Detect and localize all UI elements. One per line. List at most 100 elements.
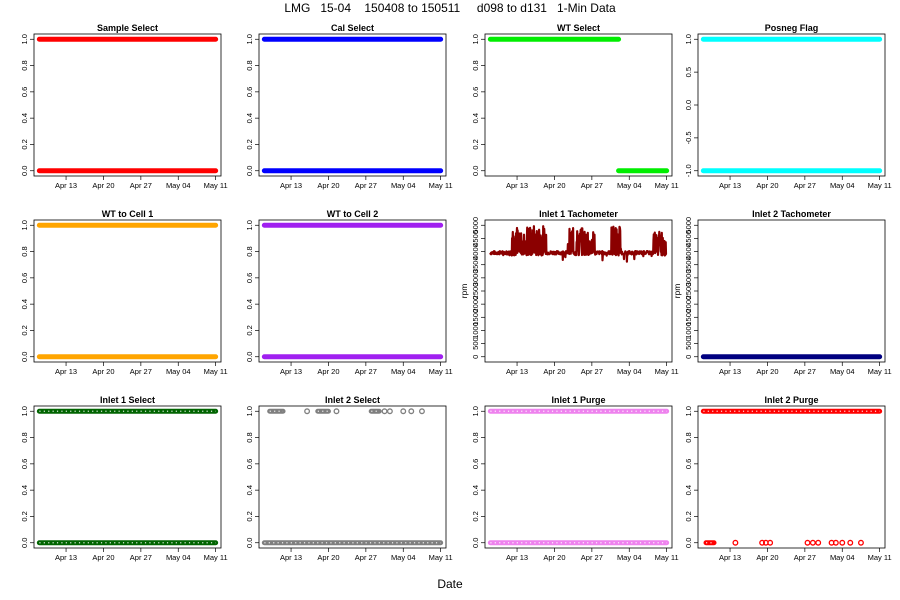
y-tick-label: 0.4 — [245, 113, 254, 123]
y-tick-label: 2000 — [471, 296, 480, 313]
y-tick-label: 0.4 — [20, 299, 29, 309]
x-tick-label: Apr 13 — [280, 367, 302, 376]
x-tick-label: May 04 — [166, 181, 191, 190]
data-point — [400, 408, 407, 415]
x-tick-label: Apr 13 — [719, 553, 741, 562]
x-tick-label: May 11 — [429, 553, 453, 562]
x-tick-label: May 04 — [391, 553, 416, 562]
y-tick-label: 0.5 — [684, 67, 693, 77]
y-tick-label: 0.6 — [245, 273, 254, 283]
y-tick-label: 0.2 — [245, 139, 254, 149]
y-tick-label: 1.0 — [471, 406, 480, 416]
y-tick-label: 0.0 — [684, 538, 693, 548]
data-point — [815, 539, 822, 546]
y-tick-label: 3500 — [684, 256, 693, 273]
panel-title: Inlet 1 Purge — [551, 395, 605, 405]
panel-6: WT to Cell 2 0.0 0.2 0.4 0.6 0.8 1.0 Apr 13 Apr … — [245, 209, 453, 376]
panel-3: WT Select 0.0 0.2 0.4 0.6 0.8 1.0 Apr 13 Apr 20 A… — [471, 23, 679, 190]
y-tick-label: 1.0 — [20, 34, 29, 44]
x-tick-label: Apr 13 — [506, 181, 528, 190]
panel-title: Inlet 2 Select — [325, 395, 380, 405]
y-tick-label: 0 — [471, 355, 480, 359]
panel-title: WT to Cell 1 — [102, 209, 154, 219]
y-tick-label: 0.8 — [245, 60, 254, 70]
data-point — [847, 539, 854, 546]
y-tick-label: 0.4 — [20, 485, 29, 495]
x-tick-label: May 04 — [617, 367, 642, 376]
y-tick-label: 1.0 — [245, 34, 254, 44]
y-tick-label: 4000 — [684, 243, 693, 260]
x-tick-label: Apr 20 — [543, 367, 565, 376]
x-tick-label: May 04 — [166, 553, 191, 562]
data-point — [767, 539, 774, 546]
x-tick-label: May 11 — [868, 553, 892, 562]
y-tick-label: 500 — [471, 337, 480, 350]
data-point — [386, 408, 393, 415]
x-tick-label: Apr 20 — [543, 181, 565, 190]
y-tick-label: 0.4 — [471, 485, 480, 495]
y-tick-label: 0.6 — [245, 87, 254, 97]
y-tick-label: 1.0 — [684, 406, 693, 416]
x-tick-label: Apr 20 — [92, 553, 114, 562]
y-tick-label: 0.0 — [471, 166, 480, 176]
plot-area — [261, 408, 444, 546]
y-tick-label: 0.8 — [471, 60, 480, 70]
main-title: LMG 15-04 150408 to 150511 d098 to d131 … — [284, 1, 616, 15]
y-tick-label: 2500 — [471, 283, 480, 300]
panel-4: Posneg Flag -1.0 -0.5 0.0 0.5 1.0 Apr 13 Apr 20… — [684, 23, 892, 190]
x-tick-label: Apr 27 — [355, 553, 377, 562]
data-point — [858, 539, 864, 546]
x-tick-label: Apr 27 — [581, 367, 603, 376]
panel-8: Inlet 2 Tachometer 0 500100015002000250030… — [672, 209, 892, 376]
y-tick-label: 0.4 — [471, 113, 480, 123]
x-tick-label: May 11 — [868, 367, 892, 376]
y-tick-label: 0 — [684, 355, 693, 359]
data-point — [839, 539, 846, 546]
y-tick-label: 1.0 — [20, 406, 29, 416]
panel-title: Sample Select — [97, 23, 158, 33]
y-tick-label: 0.6 — [471, 459, 480, 469]
data-point — [759, 539, 766, 546]
panel-1: Sample Select 0.0 0.2 0.4 0.6 0.8 1.0 Apr 13 Apr… — [20, 23, 228, 190]
y-tick-label: 0.2 — [245, 325, 254, 335]
x-tick-label: Apr 13 — [719, 181, 741, 190]
x-tick-label: May 11 — [204, 181, 228, 190]
y-tick-label: 0.4 — [20, 113, 29, 123]
y-tick-label: 0.0 — [245, 352, 254, 362]
plot-area — [487, 408, 670, 546]
plot-frame — [697, 33, 886, 177]
x-tick-label: Apr 20 — [756, 553, 778, 562]
y-tick-label: 0.8 — [20, 60, 29, 70]
y-tick-label: 1000 — [471, 322, 480, 339]
data-point — [419, 408, 425, 415]
y-tick-label: 2500 — [684, 283, 693, 300]
x-tick-label: Apr 27 — [794, 367, 816, 376]
y-tick-label: 3000 — [684, 270, 693, 287]
x-tick-label: Apr 13 — [719, 367, 741, 376]
panel-10: Inlet 2 Select 0.0 0.2 0.4 0.6 0.8 1.0 Apr 13 Ap… — [245, 395, 453, 562]
data-point — [732, 539, 739, 546]
y-axis-label: rpm — [672, 284, 682, 299]
panel-title: WT to Cell 2 — [327, 209, 379, 219]
plot-frame — [697, 219, 886, 363]
y-tick-label: 0.8 — [471, 432, 480, 442]
y-tick-label: 0.8 — [20, 432, 29, 442]
plot-frame — [33, 405, 222, 549]
y-tick-label: 0.0 — [684, 100, 693, 110]
y-axis-label: rpm — [459, 284, 469, 299]
plot-frame — [33, 33, 222, 177]
y-tick-label: 4000 — [471, 243, 480, 260]
y-tick-label: 4500 — [471, 230, 480, 247]
data-point — [333, 408, 340, 415]
x-tick-label: May 04 — [391, 181, 416, 190]
y-tick-label: 500 — [684, 337, 693, 350]
x-tick-label: May 11 — [429, 181, 453, 190]
y-tick-label: 0.0 — [471, 538, 480, 548]
x-tick-label: Apr 13 — [55, 367, 77, 376]
x-tick-label: Apr 20 — [543, 553, 565, 562]
tachometer-series — [489, 225, 668, 263]
plot-frame — [484, 405, 673, 549]
y-tick-label: 0.6 — [20, 273, 29, 283]
data-point — [408, 408, 415, 415]
x-tick-label: Apr 27 — [130, 181, 152, 190]
